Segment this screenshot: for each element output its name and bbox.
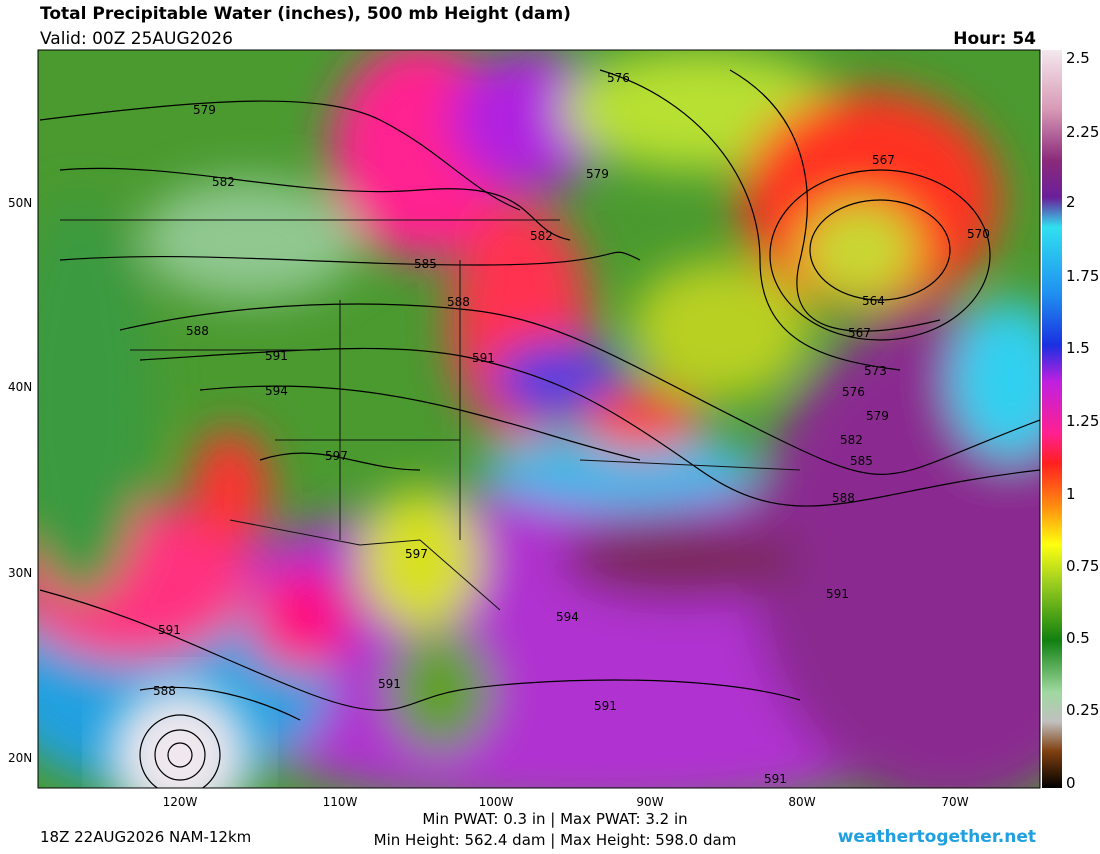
colorbar-label: 1 xyxy=(1066,485,1076,503)
height-contour xyxy=(599,69,901,371)
longitude-label: 110W xyxy=(323,795,358,809)
colorbar-label: 1.5 xyxy=(1066,339,1090,357)
height-contour xyxy=(769,169,991,341)
height-contour xyxy=(809,199,951,301)
title: Total Precipitable Water (inches), 500 m… xyxy=(40,4,571,24)
contour-label: 591 xyxy=(472,351,495,365)
contour-label: 594 xyxy=(556,610,579,624)
contour-label: 582 xyxy=(212,175,235,189)
contour-label: 585 xyxy=(414,257,437,271)
latitude-label: 40N xyxy=(8,380,32,394)
contour-label: 597 xyxy=(405,547,428,561)
field-patch xyxy=(800,200,920,300)
contour-label: 588 xyxy=(186,324,209,338)
field-patch xyxy=(560,520,800,600)
latitude-label: 30N xyxy=(8,566,32,580)
contour-label: 591 xyxy=(764,772,787,786)
field-patch xyxy=(490,340,630,420)
site-name: weathertogether.net xyxy=(838,827,1036,847)
colorbar-label: 2 xyxy=(1066,193,1076,211)
height-contour xyxy=(139,686,301,721)
field-patch xyxy=(580,390,700,450)
colorbar-label: 0 xyxy=(1066,774,1076,792)
height-contour xyxy=(729,69,941,332)
contour-label: 594 xyxy=(265,384,288,398)
colorbar-label: 0.25 xyxy=(1066,701,1099,719)
field-patch xyxy=(950,300,1040,460)
contour-label: 582 xyxy=(530,229,553,243)
contour-label: 591 xyxy=(265,349,288,363)
contour-label: 597 xyxy=(325,449,348,463)
contour-label: 591 xyxy=(378,677,401,691)
height-contour xyxy=(139,714,221,788)
height-contour xyxy=(167,742,193,768)
colorbar-label: 0.75 xyxy=(1066,557,1099,575)
map-frame xyxy=(37,49,1041,789)
height-contour xyxy=(199,385,641,461)
field-patch xyxy=(630,260,810,400)
latitude-label: 50N xyxy=(8,196,32,210)
contour-label: 564 xyxy=(862,294,885,308)
colorbar-label: 2.5 xyxy=(1066,49,1090,67)
forecast-hour: Hour: 54 xyxy=(953,29,1036,49)
field-patch xyxy=(38,200,150,600)
contour-label: 588 xyxy=(153,684,176,698)
longitude-label: 120W xyxy=(163,795,198,809)
height-contour xyxy=(59,251,641,266)
colorbar xyxy=(1042,50,1062,788)
field-patch xyxy=(250,570,350,670)
height-contour xyxy=(119,303,1040,475)
colorbar-label: 1.25 xyxy=(1066,412,1099,430)
field-patch xyxy=(480,430,760,510)
longitude-label: 70W xyxy=(941,795,968,809)
contour-label: 576 xyxy=(607,71,630,85)
colorbar-label: 2.25 xyxy=(1066,123,1099,141)
contour-label: 591 xyxy=(594,699,617,713)
contour-label: 588 xyxy=(832,491,855,505)
political-boundaries xyxy=(60,219,801,611)
longitude-label: 100W xyxy=(479,795,514,809)
pwat-range: Min PWAT: 0.3 in | Max PWAT: 3.2 in xyxy=(422,810,687,828)
longitude-label: 80W xyxy=(788,795,815,809)
contour-label: 567 xyxy=(872,153,895,167)
contour-label: 582 xyxy=(840,433,863,447)
field-patch xyxy=(140,180,360,300)
height-range: Min Height: 562.4 dam | Max Height: 598.… xyxy=(374,831,737,849)
contour-label: 579 xyxy=(866,409,889,423)
valid-time: Valid: 00Z 25AUG2026 xyxy=(40,29,233,49)
contour-label: 567 xyxy=(848,326,871,340)
colorbar-label: 0.5 xyxy=(1066,629,1090,647)
contour-label: 579 xyxy=(586,167,609,181)
height-contour xyxy=(59,167,571,241)
field-patch xyxy=(390,630,490,750)
contour-label: 573 xyxy=(864,364,887,378)
contour-label: 576 xyxy=(842,385,865,399)
contour-label: 570 xyxy=(967,227,990,241)
contour-label: 579 xyxy=(193,103,216,117)
contour-label: 591 xyxy=(158,623,181,637)
height-contour xyxy=(139,347,1040,507)
field-patch xyxy=(190,430,270,550)
height-contour xyxy=(39,589,801,711)
field-patch xyxy=(360,490,480,630)
longitude-label: 90W xyxy=(636,795,663,809)
contour-label: 588 xyxy=(447,295,470,309)
pwat-field xyxy=(38,50,1040,788)
latitude-label: 20N xyxy=(8,751,32,765)
contour-label: 585 xyxy=(850,454,873,468)
model-run: 18Z 22AUG2026 NAM-12km xyxy=(40,828,251,846)
height-contour xyxy=(154,729,206,781)
contour-label: 591 xyxy=(826,587,849,601)
hurricane-core xyxy=(110,685,250,788)
field-patch xyxy=(450,50,610,190)
height-contour xyxy=(39,100,521,211)
colorbar-label: 1.75 xyxy=(1066,267,1099,285)
